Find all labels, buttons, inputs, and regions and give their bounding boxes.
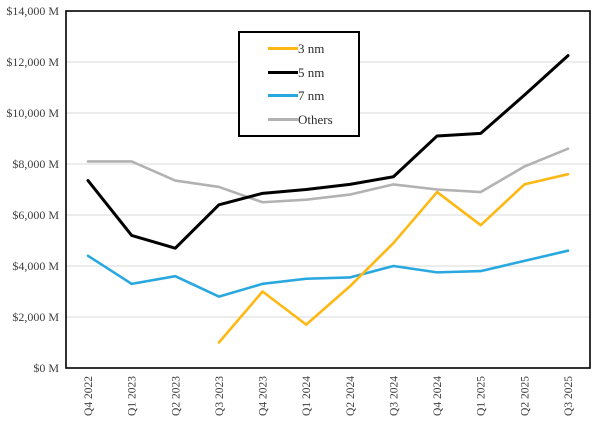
y-axis-label: $6,000 M bbox=[12, 208, 59, 222]
chart-legend: 3 nm 5 nm 7 nm Others bbox=[238, 31, 360, 137]
legend-swatch bbox=[268, 47, 298, 51]
plot-frame bbox=[65, 10, 591, 369]
y-axis-label: $12,000 M bbox=[6, 55, 59, 69]
x-axis-label: Q2 2023 bbox=[170, 376, 182, 416]
series-line-7-nm bbox=[86, 249, 570, 298]
x-axis-label: Q4 2023 bbox=[258, 376, 270, 416]
x-axis-label: Q3 2023 bbox=[214, 376, 226, 416]
y-axis-label: $0 M bbox=[33, 361, 59, 375]
x-axis-label: Q4 2022 bbox=[83, 376, 95, 416]
legend-swatch bbox=[268, 70, 298, 74]
x-axis-label: Q3 2025 bbox=[563, 376, 575, 416]
legend-swatch bbox=[268, 94, 298, 98]
legend-item-5-nm: 5 nm bbox=[268, 61, 358, 83]
y-axis-label: $8,000 M bbox=[12, 157, 59, 171]
y-axis-label: $10,000 M bbox=[6, 106, 59, 120]
x-axis-label: Q1 2023 bbox=[127, 376, 139, 416]
legend-label: Others bbox=[298, 111, 333, 127]
x-axis-label: Q4 2024 bbox=[432, 376, 444, 416]
y-axis-label: $14,000 M bbox=[6, 4, 59, 18]
legend-swatch bbox=[268, 117, 298, 121]
x-axis-label: Q1 2025 bbox=[476, 376, 488, 416]
legend-label: 3 nm bbox=[298, 41, 325, 57]
legend-item-3-nm: 3 nm bbox=[268, 38, 358, 60]
series-line-3-nm bbox=[217, 172, 570, 344]
x-axis-label: Q3 2024 bbox=[388, 376, 400, 416]
x-axis-label: Q1 2024 bbox=[301, 376, 313, 416]
legend-label: 5 nm bbox=[298, 64, 325, 80]
series-line-5-nm bbox=[86, 54, 570, 250]
legend-item-7-nm: 7 nm bbox=[268, 85, 358, 107]
y-axis-label: $2,000 M bbox=[12, 310, 59, 324]
legend-label: 7 nm bbox=[298, 88, 325, 104]
series-line-others bbox=[86, 147, 570, 204]
legend-item-others: Others bbox=[268, 108, 358, 130]
x-axis-label: Q2 2024 bbox=[345, 376, 357, 416]
y-axis-label: $4,000 M bbox=[12, 259, 59, 273]
x-axis-label: Q2 2025 bbox=[519, 376, 531, 416]
